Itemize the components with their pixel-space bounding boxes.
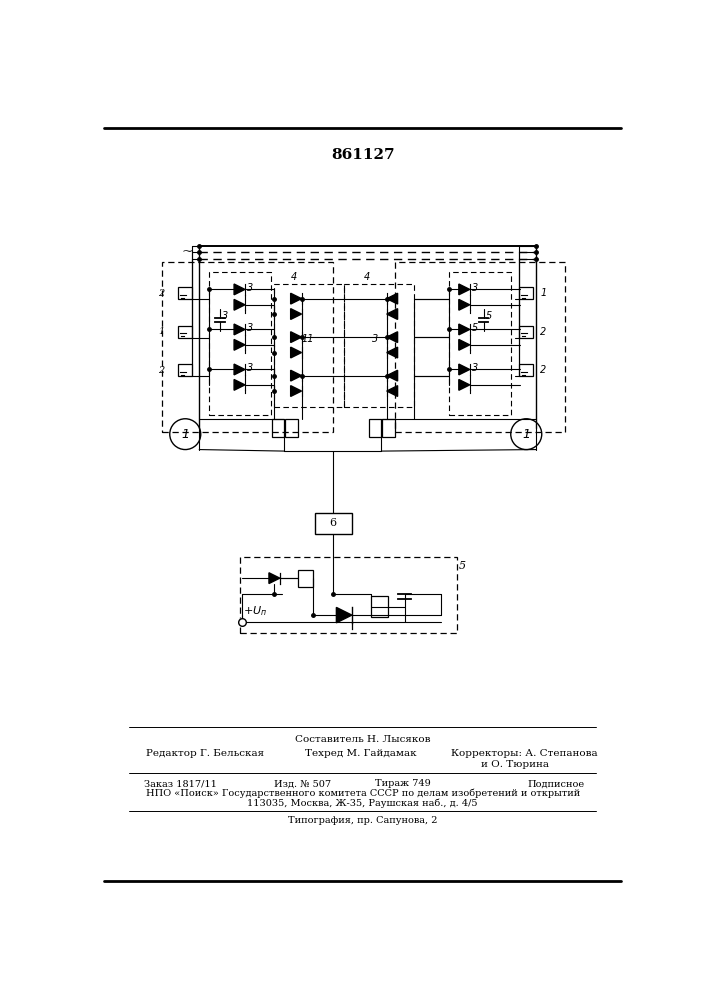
Polygon shape [387, 332, 397, 343]
Text: 4: 4 [364, 272, 370, 282]
Text: 2: 2 [158, 366, 164, 375]
Text: 3: 3 [247, 283, 254, 293]
Bar [178, 326, 192, 338]
Polygon shape [459, 379, 469, 390]
Polygon shape [459, 364, 469, 375]
Text: 3: 3 [247, 323, 254, 333]
Polygon shape [291, 370, 301, 381]
Bar [178, 287, 192, 299]
Text: Типография, пр. Сапунова, 2: Типография, пр. Сапунова, 2 [288, 816, 438, 825]
Bar [519, 364, 533, 376]
Text: Заказ 1817/11: Заказ 1817/11 [144, 779, 217, 788]
Polygon shape [291, 332, 301, 343]
Text: Изд. № 507: Изд. № 507 [274, 779, 332, 788]
Polygon shape [387, 386, 397, 396]
Polygon shape [387, 347, 397, 358]
Polygon shape [234, 364, 245, 375]
Text: 5: 5 [472, 323, 478, 333]
Text: 3: 3 [472, 363, 478, 373]
Text: 1: 1 [540, 288, 547, 298]
Bar [274, 284, 344, 407]
Polygon shape [337, 607, 352, 623]
Bar [449, 272, 510, 415]
Text: Составитель Н. Лысяков: Составитель Н. Лысяков [295, 735, 431, 744]
Polygon shape [387, 370, 397, 381]
Bar [315, 513, 352, 534]
Bar [178, 364, 192, 376]
Polygon shape [291, 386, 301, 396]
Text: 113035, Москва, Ж-35, Раушская наб., д. 4/5: 113035, Москва, Ж-35, Раушская наб., д. … [247, 798, 478, 808]
Polygon shape [291, 347, 301, 358]
Bar [344, 284, 414, 407]
Text: НПО «Поиск» Государственного комитета СССР по делам изобретений и открытий: НПО «Поиск» Государственного комитета СС… [146, 789, 580, 798]
Bar [369, 419, 381, 437]
Text: 2: 2 [158, 289, 164, 298]
Text: Техред М. Гайдамак: Техред М. Гайдамак [305, 749, 417, 758]
Text: 5: 5 [486, 311, 492, 321]
Polygon shape [459, 339, 469, 350]
Polygon shape [291, 309, 301, 319]
Polygon shape [387, 293, 397, 304]
Bar [382, 419, 395, 437]
Bar [162, 262, 332, 432]
Text: 1: 1 [522, 428, 530, 441]
Text: 4: 4 [291, 272, 297, 282]
Polygon shape [459, 284, 469, 295]
Text: Подписное: Подписное [528, 779, 585, 788]
Text: 3: 3 [247, 363, 254, 373]
Text: 3: 3 [472, 283, 478, 293]
Bar [519, 326, 533, 338]
Bar [298, 570, 313, 587]
Text: 3: 3 [372, 334, 378, 344]
Text: 2: 2 [540, 365, 547, 375]
Bar [272, 419, 284, 437]
Bar [395, 262, 565, 432]
Polygon shape [291, 293, 301, 304]
Text: 2: 2 [540, 327, 547, 337]
Text: 3: 3 [223, 311, 228, 321]
Polygon shape [387, 309, 397, 319]
Bar [519, 287, 533, 299]
Text: 5: 5 [459, 561, 466, 571]
Polygon shape [234, 339, 245, 350]
Polygon shape [234, 379, 245, 390]
Bar [371, 596, 388, 617]
Polygon shape [459, 324, 469, 335]
Text: 1: 1 [181, 428, 189, 441]
Text: 861127: 861127 [331, 148, 395, 162]
Bar [285, 419, 298, 437]
Polygon shape [234, 324, 245, 335]
Polygon shape [459, 299, 469, 310]
Text: ~: ~ [182, 245, 193, 259]
Text: 6: 6 [329, 518, 337, 528]
Bar [209, 272, 271, 415]
Text: 11: 11 [301, 334, 314, 344]
Text: и О. Тюрина: и О. Тюрина [481, 760, 549, 769]
Text: Корректоры: А. Степанова: Корректоры: А. Степанова [451, 749, 597, 758]
Text: Тираж 749: Тираж 749 [375, 779, 431, 788]
Polygon shape [234, 299, 245, 310]
Bar [240, 557, 457, 633]
Text: 1: 1 [158, 327, 164, 336]
Polygon shape [269, 573, 280, 584]
Text: $+ U_п$: $+ U_п$ [243, 604, 268, 618]
Polygon shape [234, 284, 245, 295]
Text: Редактор Г. Бельская: Редактор Г. Бельская [146, 749, 264, 758]
